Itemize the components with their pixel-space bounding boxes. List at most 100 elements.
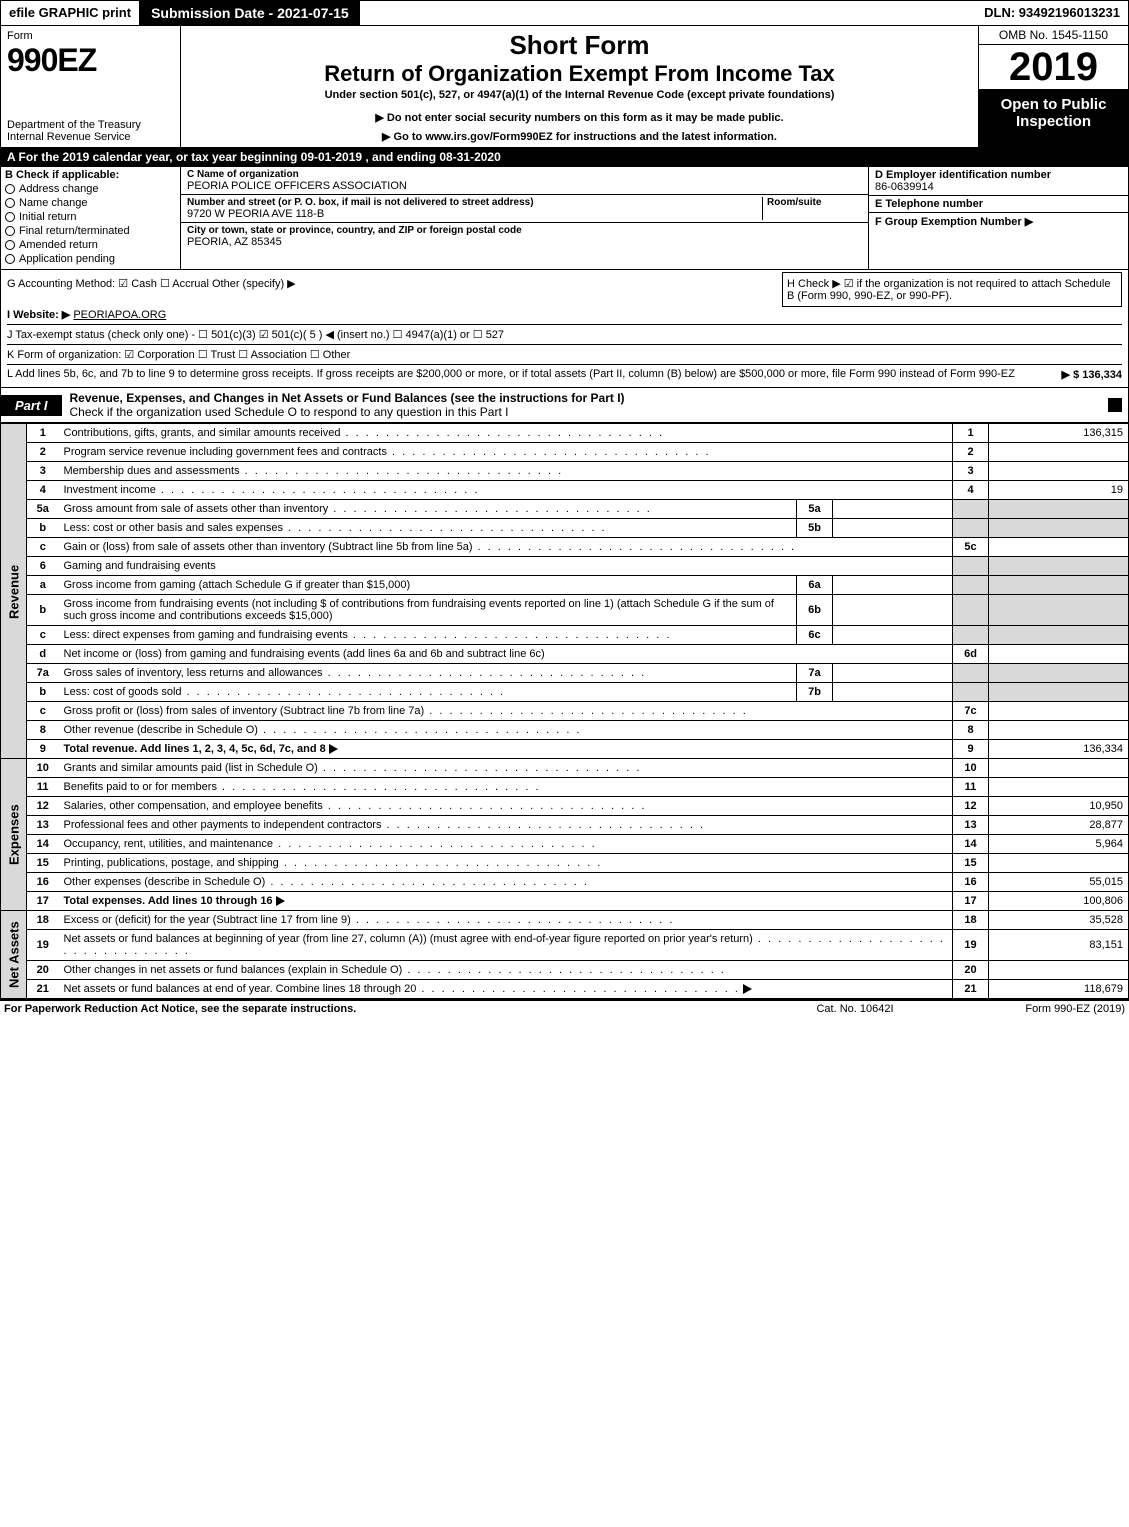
sub-num: 7b: [797, 683, 833, 702]
part-1-checkbox[interactable]: [1108, 398, 1122, 412]
line-j-tax-exempt: J Tax-exempt status (check only one) - ☐…: [7, 324, 1122, 341]
line-desc: Total expenses. Add lines 10 through 16: [64, 895, 273, 907]
line-desc: Less: direct expenses from gaming and fu…: [64, 629, 672, 641]
sub-val: [833, 595, 953, 626]
header-right: OMB No. 1545-1150 2019 Open to Public In…: [978, 26, 1128, 147]
sub-num: 6a: [797, 576, 833, 595]
line-desc: Program service revenue including govern…: [64, 446, 711, 458]
check-initial-return[interactable]: Initial return: [5, 211, 176, 223]
city-label: City or town, state or province, country…: [187, 225, 862, 236]
open-to-public: Open to Public Inspection: [979, 90, 1128, 147]
line-desc: Contributions, gifts, grants, and simila…: [64, 427, 665, 439]
check-label: Final return/terminated: [19, 225, 130, 237]
check-amended-return[interactable]: Amended return: [5, 239, 176, 251]
line-desc: Gain or (loss) from sale of assets other…: [64, 541, 797, 553]
grey-cell: [953, 664, 989, 683]
check-label: Address change: [19, 183, 99, 195]
ein-value: 86-0639914: [875, 181, 1122, 193]
section-b-label: B Check if applicable:: [5, 169, 176, 181]
line-value: [989, 702, 1129, 721]
line-k-form-org: K Form of organization: ☑ Corporation ☐ …: [7, 344, 1122, 361]
top-bar: efile GRAPHIC print Submission Date - 20…: [0, 0, 1129, 26]
part-1-title: Revenue, Expenses, and Changes in Net As…: [62, 388, 1108, 422]
line-num: a: [27, 576, 59, 595]
sub-num: 5b: [797, 519, 833, 538]
check-final-return[interactable]: Final return/terminated: [5, 225, 176, 237]
submission-date: Submission Date - 2021-07-15: [141, 1, 360, 25]
line-desc: Net assets or fund balances at end of ye…: [64, 983, 740, 995]
check-application-pending[interactable]: Application pending: [5, 253, 176, 265]
netassets-section-label: Net Assets: [1, 911, 27, 999]
return-title: Return of Organization Exempt From Incom…: [191, 61, 968, 87]
ein-label: D Employer identification number: [875, 169, 1122, 181]
room-label: Room/suite: [767, 197, 862, 208]
line-desc: Net income or (loss) from gaming and fun…: [64, 648, 545, 660]
page-footer: For Paperwork Reduction Act Notice, see …: [0, 999, 1129, 1017]
line-ref: 5c: [953, 538, 989, 557]
revenue-section-label: Revenue: [1, 424, 27, 759]
line-num: 18: [27, 911, 59, 930]
street-value: 9720 W PEORIA AVE 118-B: [187, 208, 762, 220]
header-center: Short Form Return of Organization Exempt…: [181, 26, 978, 147]
line-desc: Gross income from gaming (attach Schedul…: [64, 579, 411, 591]
grey-cell: [953, 576, 989, 595]
section-d-e-f: D Employer identification number 86-0639…: [868, 167, 1128, 269]
line-num: 8: [27, 721, 59, 740]
form-header: Form 990EZ Department of the Treasury In…: [0, 26, 1129, 148]
sub-num: 5a: [797, 500, 833, 519]
line-ref: 19: [953, 930, 989, 961]
website-link[interactable]: PEORIAPOA.ORG: [73, 309, 166, 321]
org-name-value: PEORIA POLICE OFFICERS ASSOCIATION: [187, 180, 862, 192]
line-value: [989, 721, 1129, 740]
line-num: c: [27, 538, 59, 557]
grey-cell: [953, 595, 989, 626]
line-desc: Membership dues and assessments: [64, 465, 564, 477]
line-num: 10: [27, 759, 59, 778]
line-desc: Printing, publications, postage, and shi…: [64, 857, 603, 869]
goto-link[interactable]: ▶ Go to www.irs.gov/Form990EZ for instru…: [191, 130, 968, 143]
line-desc: Gross sales of inventory, less returns a…: [64, 667, 647, 679]
check-address-change[interactable]: Address change: [5, 183, 176, 195]
line-ref: 2: [953, 443, 989, 462]
efile-print-button[interactable]: efile GRAPHIC print: [1, 1, 141, 25]
line-l-text: L Add lines 5b, 6c, and 7b to line 9 to …: [7, 368, 1015, 380]
line-ref: 18: [953, 911, 989, 930]
line-num: 16: [27, 873, 59, 892]
check-name-change[interactable]: Name change: [5, 197, 176, 209]
line-value: [989, 538, 1129, 557]
check-label: Name change: [19, 197, 88, 209]
line-value: 5,964: [989, 835, 1129, 854]
revenue-table: Revenue 1 Contributions, gifts, grants, …: [0, 423, 1129, 999]
grey-cell: [953, 557, 989, 576]
line-value: 118,679: [989, 980, 1129, 999]
line-num: 12: [27, 797, 59, 816]
line-num: c: [27, 626, 59, 645]
line-num: 7a: [27, 664, 59, 683]
grey-cell: [989, 683, 1129, 702]
department-label: Department of the Treasury Internal Reve…: [7, 119, 174, 143]
footer-left: For Paperwork Reduction Act Notice, see …: [4, 1003, 765, 1015]
under-section-text: Under section 501(c), 527, or 4947(a)(1)…: [191, 89, 968, 101]
dln-number: DLN: 93492196013231: [976, 1, 1128, 25]
line-num: 5a: [27, 500, 59, 519]
line-num: 1: [27, 424, 59, 443]
line-desc: Salaries, other compensation, and employ…: [64, 800, 647, 812]
line-value: [989, 854, 1129, 873]
line-desc: Gross amount from sale of assets other t…: [64, 503, 652, 515]
line-num: 2: [27, 443, 59, 462]
line-value: 28,877: [989, 816, 1129, 835]
footer-catalog: Cat. No. 10642I: [765, 1003, 945, 1015]
header-left: Form 990EZ Department of the Treasury In…: [1, 26, 181, 147]
grey-cell: [989, 519, 1129, 538]
form-label: Form: [7, 30, 174, 42]
line-ref: 11: [953, 778, 989, 797]
sub-num: 7a: [797, 664, 833, 683]
grey-cell: [953, 500, 989, 519]
ssn-warning: ▶ Do not enter social security numbers o…: [191, 111, 968, 124]
line-ref: 21: [953, 980, 989, 999]
arrow-icon: [276, 896, 285, 906]
arrow-icon: [329, 744, 338, 754]
grey-cell: [989, 626, 1129, 645]
misc-block: H Check ▶ ☑ if the organization is not r…: [0, 270, 1129, 388]
part-1-check-note: Check if the organization used Schedule …: [70, 405, 509, 419]
